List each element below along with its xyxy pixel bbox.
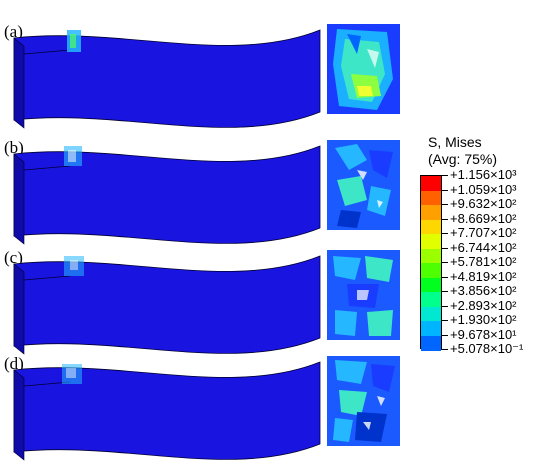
legend-swatch xyxy=(421,219,441,235)
legend-tick xyxy=(441,218,448,220)
legend-swatch xyxy=(421,277,441,293)
legend-title: S, Mises xyxy=(428,134,482,150)
legend-swatch xyxy=(421,176,441,191)
panel-d: (d) xyxy=(0,354,410,466)
panel-label-b: (b) xyxy=(4,138,24,157)
legend-swatch xyxy=(421,234,441,249)
legend-color-bar xyxy=(420,175,442,351)
legend-tick xyxy=(441,247,448,249)
legend-subtitle: (Avg: 75%) xyxy=(428,151,497,167)
panel-a: (a) xyxy=(0,22,410,134)
panel-label-c: (c) xyxy=(4,248,23,267)
legend-swatch xyxy=(421,335,441,351)
legend-swatch xyxy=(421,248,441,264)
beam-model-b xyxy=(13,145,321,245)
beam-model-a xyxy=(13,29,321,129)
legend-swatch xyxy=(421,205,441,220)
legend-tick xyxy=(441,189,448,191)
legend-value-label: +3.856×10² xyxy=(450,283,517,298)
legend-tick xyxy=(441,204,448,205)
legend-tick xyxy=(441,291,448,292)
legend-value-label: +1.930×10² xyxy=(450,312,517,327)
legend-tick xyxy=(441,320,448,321)
legend-value-label: +8.669×10² xyxy=(450,210,517,226)
legend-value-label: +5.781×10² xyxy=(450,254,517,269)
panel-label-a: (a) xyxy=(4,22,23,41)
legend-value-label: +2.893×10² xyxy=(450,297,517,313)
legend-value-label: +6.744×10² xyxy=(450,239,517,255)
legend-value-label: +1.059×10³ xyxy=(450,181,517,197)
legend-value-label: +9.632×10² xyxy=(450,196,517,211)
legend-value-label: +1.156×10³ xyxy=(450,167,517,182)
legend-tick xyxy=(441,233,448,234)
legend-swatch xyxy=(421,263,441,278)
panel-c: (c) xyxy=(0,248,410,360)
legend-tick xyxy=(441,334,448,336)
legend-value-label: +7.707×10² xyxy=(450,225,517,240)
legend-swatch xyxy=(421,292,441,307)
inset-contour-d xyxy=(327,356,400,446)
inset-contour-b xyxy=(327,140,400,230)
legend-swatch xyxy=(421,306,441,322)
legend-tick xyxy=(441,175,448,176)
stress-legend: S, Mises (Avg: 75%) +1.156×10³ +1.059×10³… xyxy=(416,134,550,364)
legend-value-label: +5.078×10⁻¹ xyxy=(450,341,524,356)
panel-b: (b) xyxy=(0,138,410,250)
beam-model-c xyxy=(13,255,321,355)
legend-tick xyxy=(441,349,448,350)
legend-tick xyxy=(441,305,448,307)
beam-model-d xyxy=(13,361,321,461)
inset-contour-a xyxy=(327,24,400,114)
panel-label-d: (d) xyxy=(4,354,24,373)
legend-tick xyxy=(441,262,448,263)
legend-swatch xyxy=(421,321,441,336)
legend-tick xyxy=(441,276,448,278)
legend-swatch xyxy=(421,190,441,206)
legend-value-label: +9.678×10¹ xyxy=(450,326,517,342)
inset-contour-c xyxy=(327,250,400,340)
legend-value-label: +4.819×10² xyxy=(450,268,517,284)
